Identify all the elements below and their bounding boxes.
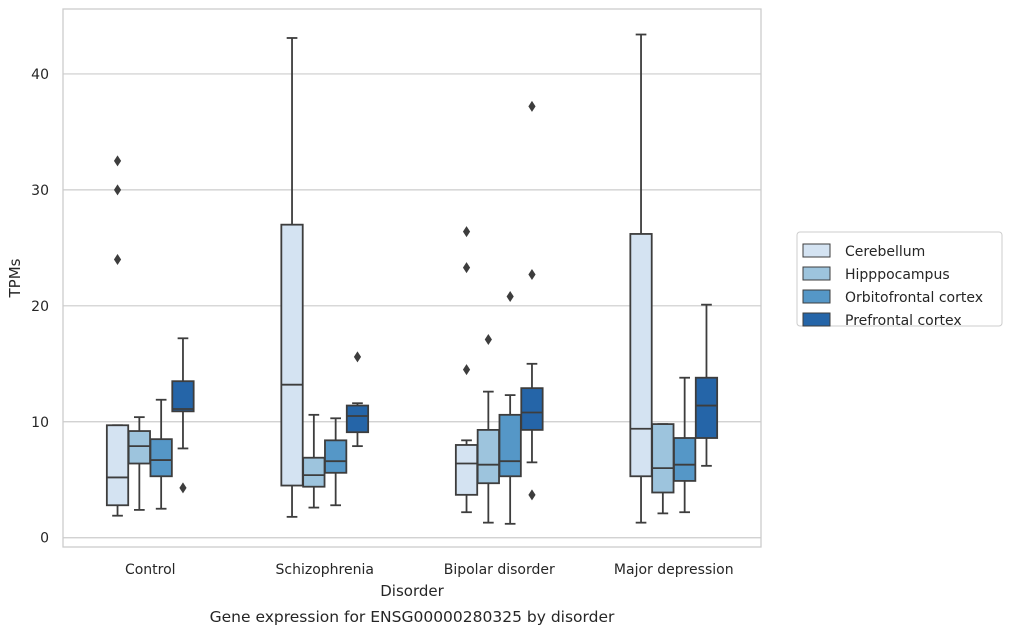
box-iqr	[454, 444, 479, 496]
legend-swatch	[802, 289, 831, 304]
box-iqr	[476, 428, 500, 485]
box-hipppocampus-major-depression	[651, 423, 675, 515]
box-orbitofrontal-cortex-major-depression	[673, 376, 697, 514]
legend-label: Cerebellum	[845, 244, 925, 260]
x-tick-label: Schizophrenia	[276, 562, 374, 578]
y-tick-label: 30	[31, 183, 49, 199]
box-iqr	[673, 437, 697, 482]
box-iqr	[520, 387, 544, 431]
box-iqr	[629, 233, 653, 478]
legend-label: Hipppocampus	[845, 267, 950, 283]
legend-label: Orbitofrontal cortex	[845, 290, 983, 306]
outlier-point	[528, 100, 536, 112]
y-tick-label: 20	[31, 299, 49, 315]
box-cerebellum-control	[105, 155, 130, 517]
y-tick-label: 40	[31, 67, 49, 83]
legend-frame	[796, 231, 1003, 327]
box-prefrontal-cortex-schizophrenia	[345, 351, 370, 448]
box-orbitofrontal-cortex-control	[149, 398, 173, 510]
outlier-point	[484, 333, 492, 345]
box-iqr	[345, 404, 370, 434]
y-axis-label: TPMs	[6, 258, 24, 298]
outlier-point	[506, 291, 514, 303]
outlier-point	[462, 364, 471, 376]
x-axis-ticks: Control Schizophrenia Bipolar disorder Majo…	[125, 562, 734, 578]
outlier-point	[179, 482, 187, 494]
box-hipppocampus-bipolar-disorder	[476, 333, 500, 524]
outlier-point	[113, 253, 122, 265]
legend-swatch	[802, 266, 831, 281]
legend-swatch	[802, 312, 831, 327]
box-iqr	[324, 439, 348, 474]
box-iqr	[127, 430, 151, 465]
outlier-point	[113, 184, 122, 196]
box-orbitofrontal-cortex-bipolar-disorder	[498, 291, 522, 525]
box-cerebellum-major-depression	[629, 33, 653, 524]
box-iqr	[149, 438, 173, 478]
outlier-point	[528, 269, 536, 281]
box-iqr	[302, 456, 326, 488]
box-groups	[105, 33, 719, 525]
legend: Cerebellum Hipppocampus Orbitofrontal cort…	[796, 231, 1003, 329]
outlier-point	[462, 262, 471, 274]
legend-swatch	[802, 243, 831, 258]
outlier-point	[462, 226, 471, 238]
box-iqr	[171, 380, 195, 413]
box-iqr	[694, 376, 719, 439]
chart-caption: Gene expression for ENSG00000280325 by d…	[210, 608, 615, 626]
legend-label: Prefrontal cortex	[845, 313, 962, 329]
y-tick-label: 10	[31, 415, 49, 431]
box-prefrontal-cortex-bipolar-disorder	[520, 100, 544, 501]
plot-area-border	[62, 8, 762, 548]
box-iqr	[651, 423, 675, 494]
outlier-point	[353, 351, 362, 363]
x-axis-label: Disorder	[380, 582, 444, 600]
outlier-point	[528, 489, 536, 501]
box-prefrontal-cortex-major-depression	[694, 303, 719, 467]
box-prefrontal-cortex-control	[171, 337, 195, 494]
x-tick-label: Control	[125, 562, 176, 578]
y-axis-ticks: 0 10 20 30 40	[31, 67, 49, 547]
box-iqr	[280, 223, 304, 487]
box-iqr	[498, 413, 522, 478]
y-tick-label: 0	[40, 531, 49, 547]
x-tick-label: Major depression	[614, 562, 734, 578]
box-iqr	[105, 424, 130, 507]
box-hipppocampus-schizophrenia	[302, 413, 326, 509]
box-hipppocampus-control	[127, 416, 151, 511]
x-tick-label: Bipolar disorder	[444, 562, 555, 578]
outlier-point	[113, 155, 122, 167]
box-orbitofrontal-cortex-schizophrenia	[324, 417, 348, 507]
box-cerebellum-schizophrenia	[280, 37, 304, 518]
